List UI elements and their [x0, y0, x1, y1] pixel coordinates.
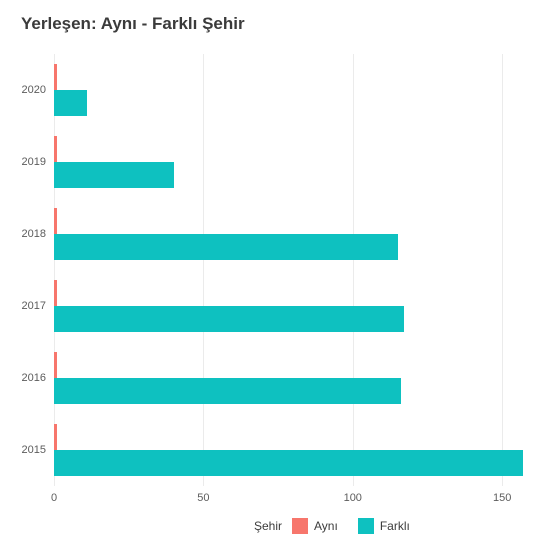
x-gridline: [54, 54, 55, 486]
bar-ayni: [54, 352, 57, 378]
bar-ayni: [54, 424, 57, 450]
bar-farkli: [54, 450, 523, 476]
legend-swatch-ayni: [292, 518, 308, 534]
y-tick-label: 2018: [22, 228, 46, 240]
bar-ayni: [54, 280, 57, 306]
bar-farkli: [54, 90, 87, 116]
bar-ayni: [54, 208, 57, 234]
chart-title: Yerleşen: Aynı - Farklı Şehir: [21, 14, 245, 34]
y-tick-label: 2016: [22, 372, 46, 384]
bar-ayni: [54, 64, 57, 90]
x-tick-label: 50: [197, 492, 209, 504]
x-gridline: [353, 54, 354, 486]
legend-swatch-farkli: [358, 518, 374, 534]
plot-area: 050100150202020192018201720162015: [54, 54, 538, 486]
bar-farkli: [54, 378, 401, 404]
bar-farkli: [54, 306, 404, 332]
y-tick-label: 2017: [22, 300, 46, 312]
legend-label-ayni: Aynı: [314, 519, 338, 533]
x-gridline: [203, 54, 204, 486]
x-gridline: [502, 54, 503, 486]
x-tick-label: 0: [51, 492, 57, 504]
y-tick-label: 2020: [22, 84, 46, 96]
bar-ayni: [54, 136, 57, 162]
y-tick-label: 2019: [22, 156, 46, 168]
x-tick-label: 100: [344, 492, 362, 504]
legend-title: Şehir: [254, 519, 282, 533]
legend: Şehir Aynı Farklı: [254, 518, 410, 534]
x-tick-label: 150: [493, 492, 511, 504]
legend-label-farkli: Farklı: [380, 519, 410, 533]
y-tick-label: 2015: [22, 444, 46, 456]
bar-farkli: [54, 234, 398, 260]
bar-farkli: [54, 162, 174, 188]
